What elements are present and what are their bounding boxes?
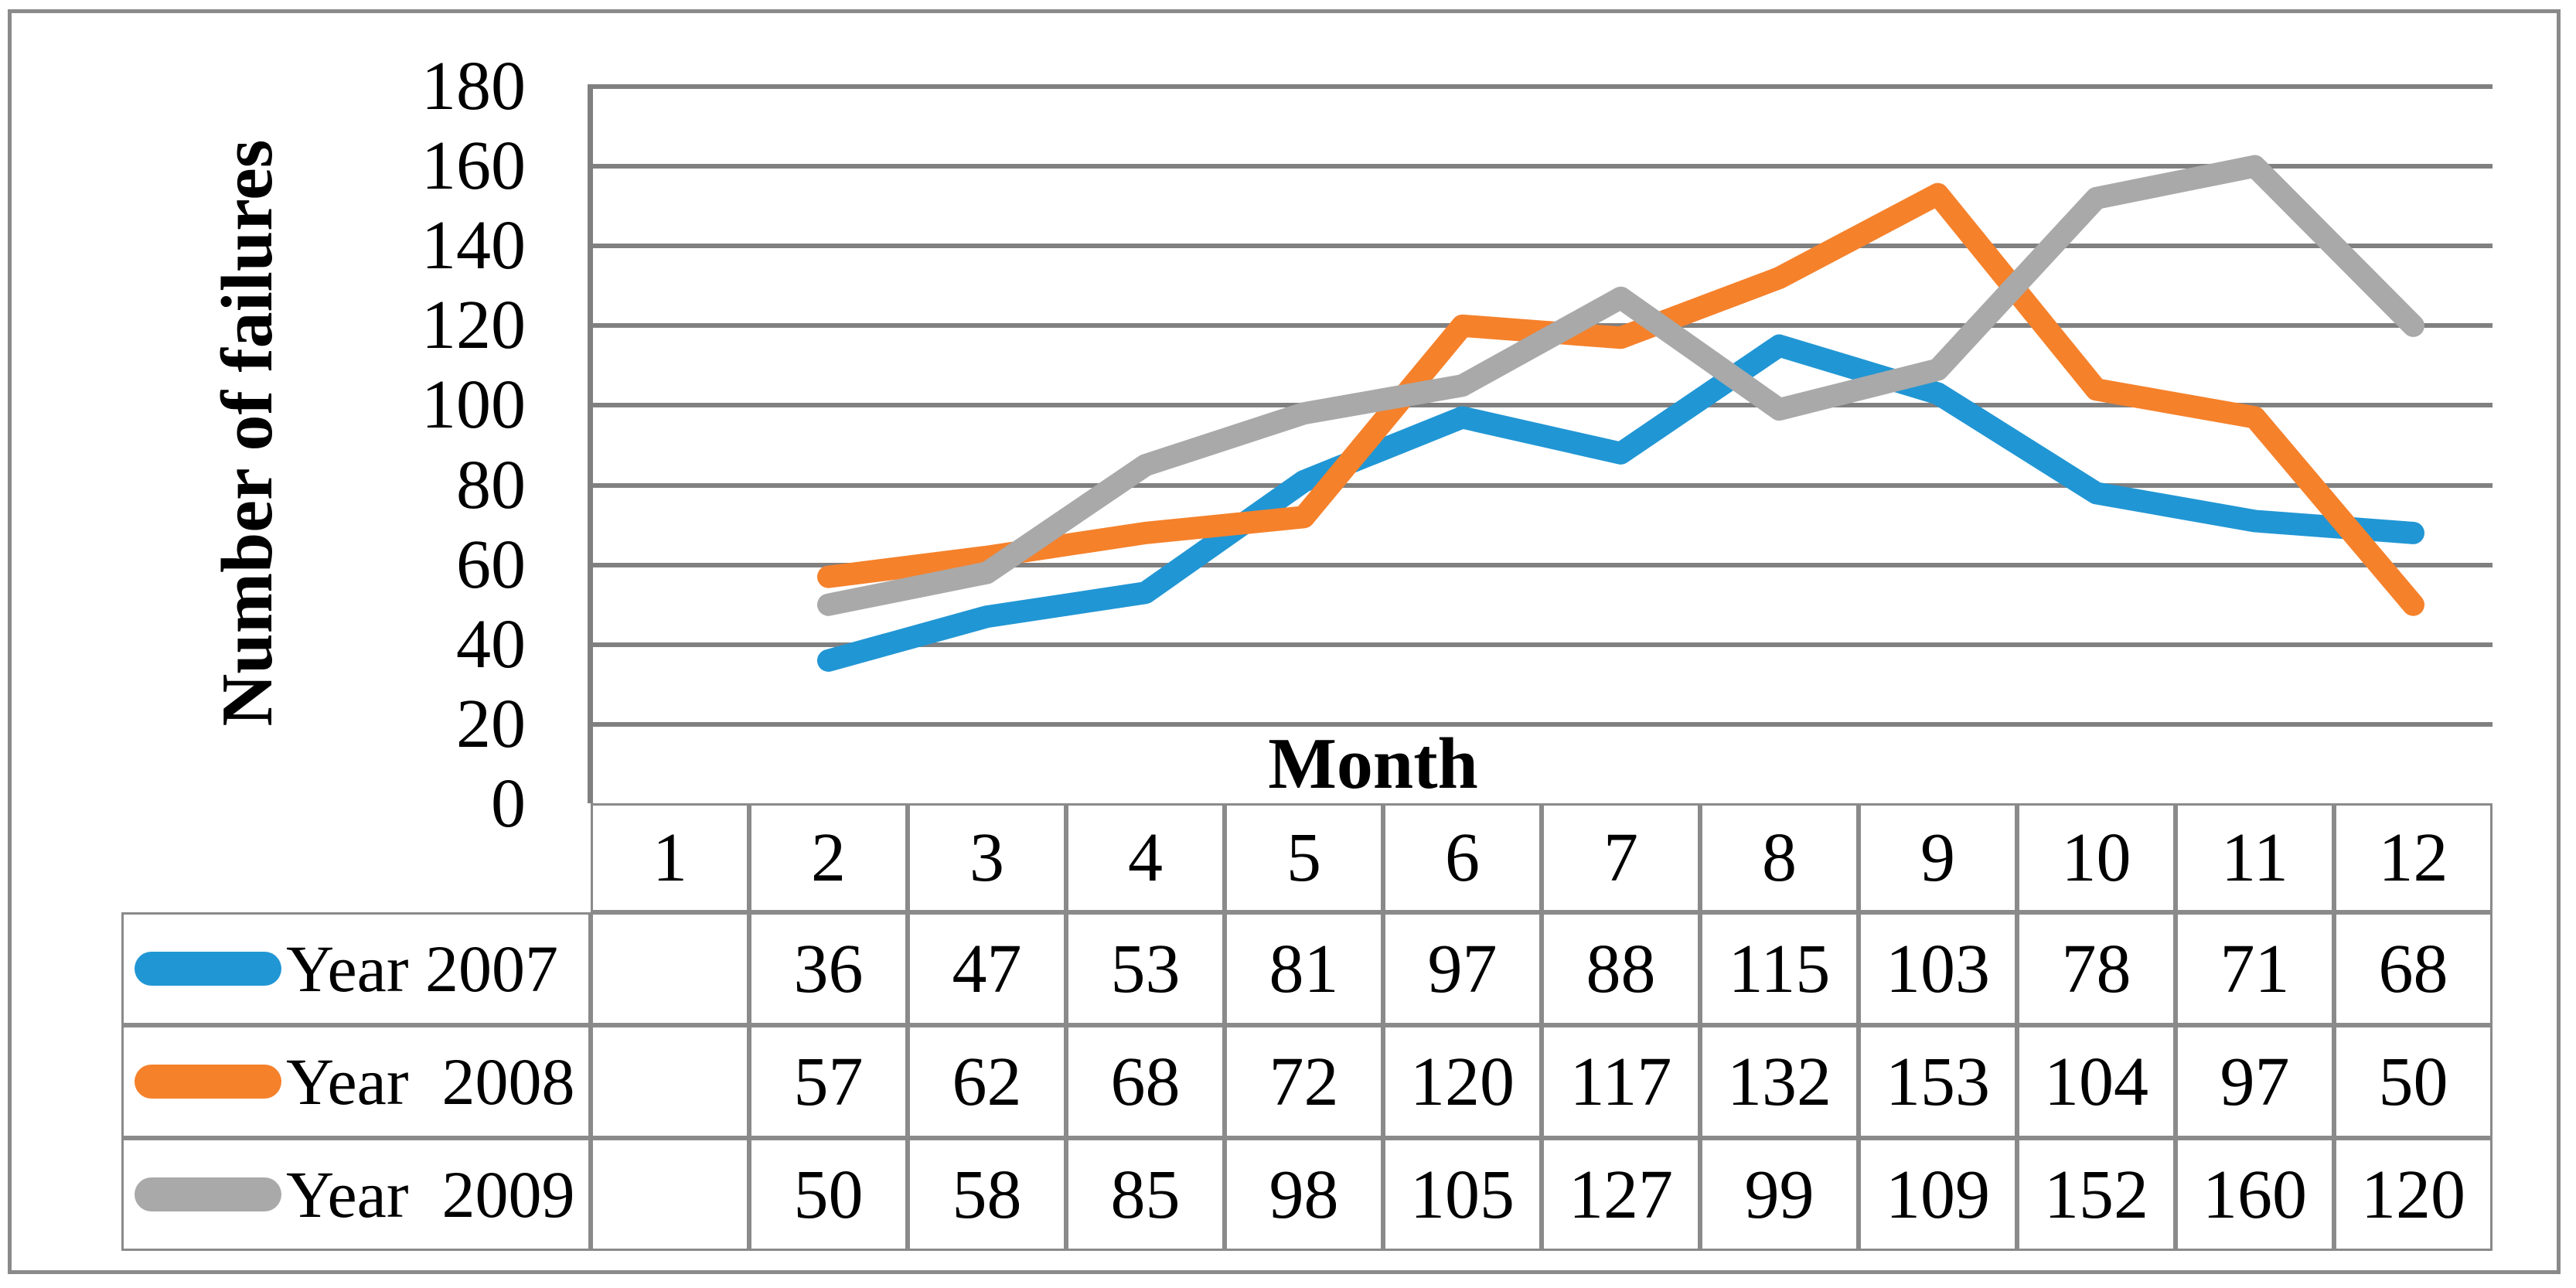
y-tick-label-180: 180 (421, 48, 526, 124)
value-cell-year-2009-month-6: 105 (1383, 1138, 1542, 1251)
month-header-cell-6: 6 (1383, 803, 1542, 912)
value-cell-year-2007-month-8: 115 (1700, 912, 1859, 1025)
legend-cell-year-2008: Year 2008 (121, 1025, 591, 1138)
value-cell-year-2009-month-4: 85 (1066, 1138, 1225, 1251)
y-axis-line (588, 84, 593, 803)
value-cell-year-2008-month-3: 62 (908, 1025, 1066, 1138)
gridline-y-60 (591, 562, 2493, 567)
data-table: 1 2 3 4 5 6 7 8 9 10 11 12 Year 2007 36 47 53 81 97 88 115 1… (121, 803, 2493, 1251)
value-cell-year-2009-month-2: 50 (749, 1138, 908, 1251)
value-cell-year-2009-month-8: 99 (1700, 1138, 1859, 1251)
value-cell-year-2008-month-1 (591, 1025, 749, 1138)
value-cell-year-2008-month-2: 57 (749, 1025, 908, 1138)
value-cell-year-2009-month-5: 98 (1225, 1138, 1383, 1251)
legend-cell-year-2009: Year 2009 (121, 1138, 591, 1251)
month-header-cell-12: 12 (2334, 803, 2493, 912)
table-corner-spacer (121, 803, 591, 912)
value-cell-year-2007-month-7: 88 (1542, 912, 1700, 1025)
y-tick-label-140: 140 (421, 207, 526, 285)
figure-border (8, 9, 2561, 1274)
legend-swatch-year-2009-icon (135, 1177, 281, 1211)
value-cell-year-2009-month-7: 127 (1542, 1138, 1700, 1251)
value-cell-year-2007-month-1 (591, 912, 749, 1025)
y-tick-label-120: 120 (421, 287, 526, 364)
gridline-y-180 (591, 84, 2493, 89)
value-cell-year-2009-month-10: 152 (2017, 1138, 2176, 1251)
month-header-cell-3: 3 (908, 803, 1066, 912)
value-cell-year-2009-month-12: 120 (2334, 1138, 2493, 1251)
y-tick-label-60: 60 (456, 526, 526, 603)
month-header-cell-10: 10 (2017, 803, 2176, 912)
y-tick-label-160: 160 (421, 128, 526, 205)
value-cell-year-2007-month-4: 53 (1066, 912, 1225, 1025)
month-header-cell-11: 11 (2176, 803, 2334, 912)
value-cell-year-2007-month-11: 71 (2176, 912, 2334, 1025)
month-header-cell-2: 2 (749, 803, 908, 912)
value-cell-year-2008-month-7: 117 (1542, 1025, 1700, 1138)
y-tick-label-100: 100 (421, 366, 526, 444)
gridline-y-20 (591, 721, 2493, 727)
legend-label-year-2008: Year 2008 (286, 1044, 575, 1119)
value-cell-year-2008-month-11: 97 (2176, 1025, 2334, 1138)
gridline-y-140 (591, 244, 2493, 249)
value-cell-year-2007-month-6: 97 (1383, 912, 1542, 1025)
y-axis-title: Number of failures (207, 139, 288, 727)
value-cell-year-2007-month-2: 36 (749, 912, 908, 1025)
y-tick-label-80: 80 (456, 446, 526, 523)
value-cell-year-2009-month-3: 58 (908, 1138, 1066, 1251)
gridline-y-120 (591, 323, 2493, 329)
y-tick-label-0: 0 (491, 765, 526, 842)
value-cell-year-2008-month-10: 104 (2017, 1025, 2176, 1138)
value-cell-year-2008-month-4: 68 (1066, 1025, 1225, 1138)
value-cell-year-2007-month-12: 68 (2334, 912, 2493, 1025)
value-cell-year-2007-month-10: 78 (2017, 912, 2176, 1025)
gridline-y-160 (591, 164, 2493, 169)
value-cell-year-2009-month-9: 109 (1859, 1138, 2017, 1251)
gridline-y-100 (591, 403, 2493, 408)
value-cell-year-2009-month-1 (591, 1138, 749, 1251)
legend-swatch-year-2007-icon (135, 952, 281, 986)
value-cell-year-2007-month-3: 47 (908, 912, 1066, 1025)
month-header-cell-1: 1 (591, 803, 749, 912)
x-axis-title: Month (1268, 724, 1478, 804)
legend-cell-year-2007: Year 2007 (121, 912, 591, 1025)
month-header-cell-9: 9 (1859, 803, 2017, 912)
month-header-cell-8: 8 (1700, 803, 1859, 912)
value-cell-year-2008-month-12: 50 (2334, 1025, 2493, 1138)
legend-label-year-2009: Year 2009 (286, 1157, 575, 1232)
month-header-cell-4: 4 (1066, 803, 1225, 912)
value-cell-year-2008-month-6: 120 (1383, 1025, 1542, 1138)
value-cell-year-2009-month-11: 160 (2176, 1138, 2334, 1251)
month-header-cell-5: 5 (1225, 803, 1383, 912)
value-cell-year-2008-month-9: 153 (1859, 1025, 2017, 1138)
value-cell-year-2008-month-5: 72 (1225, 1025, 1383, 1138)
month-header-cell-7: 7 (1542, 803, 1700, 912)
y-tick-label-20: 20 (456, 685, 526, 762)
y-tick-label-40: 40 (456, 605, 526, 683)
value-cell-year-2007-month-9: 103 (1859, 912, 2017, 1025)
gridline-y-80 (591, 482, 2493, 488)
gridline-y-40 (591, 642, 2493, 647)
value-cell-year-2008-month-8: 132 (1700, 1025, 1859, 1138)
legend-label-year-2007: Year 2007 (286, 932, 558, 1006)
value-cell-year-2007-month-5: 81 (1225, 912, 1383, 1025)
legend-swatch-year-2008-icon (135, 1065, 281, 1099)
